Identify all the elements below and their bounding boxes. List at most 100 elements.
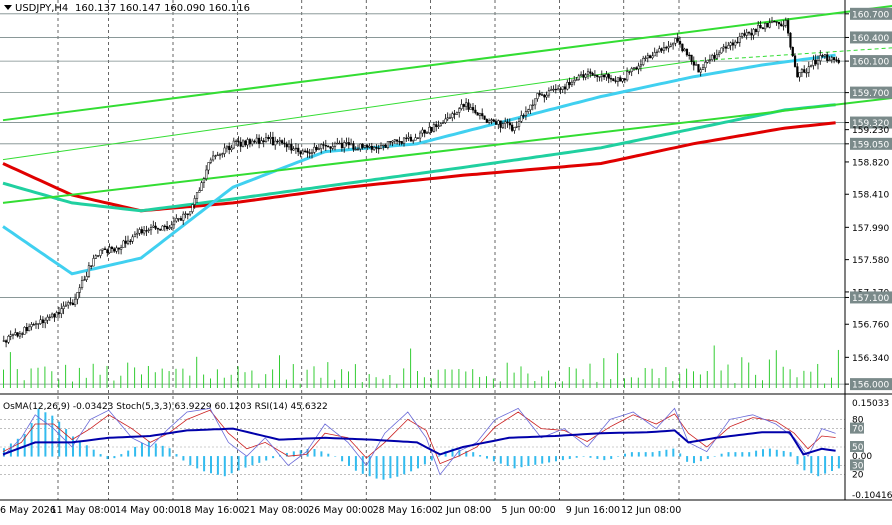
- volume-bar: [265, 374, 267, 388]
- candle-body: [775, 21, 778, 23]
- candle-body: [745, 32, 748, 36]
- candle-body: [536, 93, 539, 100]
- candle-body: [768, 22, 771, 28]
- osma-bar: [548, 456, 551, 463]
- candle-body: [352, 143, 355, 150]
- time-tick-label: 28 May 16:00: [373, 505, 438, 516]
- osma-bar: [210, 456, 212, 474]
- candle-body: [244, 140, 247, 146]
- volume-bar: [589, 363, 591, 388]
- candle-body: [237, 140, 240, 143]
- volume-bar: [141, 374, 142, 388]
- candle-body: [44, 319, 47, 324]
- osma-bar: [444, 451, 447, 457]
- volume-bar: [582, 379, 584, 388]
- candle-body: [621, 78, 624, 82]
- candle-body: [476, 112, 479, 116]
- candle-body: [607, 74, 610, 79]
- candle-body: [517, 121, 521, 127]
- candle-body: [713, 55, 716, 59]
- volume-bar: [437, 369, 439, 388]
- osma-bar: [147, 441, 150, 457]
- time-tick-label: 11 May 08:00: [51, 505, 116, 516]
- candle-body: [736, 41, 739, 44]
- candle-body: [646, 55, 649, 59]
- osma-bar: [30, 423, 33, 457]
- osma-bar: [292, 451, 295, 457]
- volume-bar: [575, 368, 577, 388]
- ema-mid-line: [2, 103, 836, 213]
- candle-body: [46, 316, 49, 321]
- candle-body: [467, 102, 470, 110]
- oscillator-panel: OsMA(12,26,9) -0.03423 Stoch(5,3,3) 63.9…: [0, 399, 892, 501]
- volume-bar: [472, 369, 474, 388]
- candle-body: [428, 127, 431, 133]
- candle-body: [757, 24, 760, 32]
- candle-body: [53, 313, 56, 318]
- volume-bar: [831, 377, 832, 388]
- price-tick-label: 158.410: [852, 191, 889, 201]
- candle-body: [665, 47, 668, 49]
- candle-body: [285, 143, 288, 148]
- candle-body: [223, 147, 226, 154]
- osma-bar: [720, 453, 723, 457]
- candle-body: [635, 67, 638, 70]
- osma-bar: [230, 456, 233, 474]
- candle-body: [566, 82, 569, 90]
- candle-body: [7, 336, 10, 343]
- osma-bar: [824, 456, 827, 474]
- time-tick-label: 2 Jun 08:00: [437, 505, 491, 516]
- candle-body: [435, 124, 438, 128]
- candle-body: [504, 121, 507, 124]
- candle-body: [766, 22, 769, 28]
- candle-body: [274, 140, 277, 146]
- candle-body: [147, 229, 150, 231]
- volume-bar: [824, 383, 826, 388]
- candle-body: [796, 66, 799, 78]
- volume-bar: [679, 373, 681, 388]
- price-label-box: [850, 378, 892, 391]
- osma-bar: [223, 456, 226, 477]
- osma-bar: [51, 415, 54, 457]
- candle-body: [48, 316, 51, 318]
- osma-bar: [265, 456, 268, 461]
- candle-body: [202, 178, 206, 183]
- candle-body: [759, 24, 762, 28]
- candle-body: [368, 145, 371, 148]
- volume-bar: [3, 369, 4, 388]
- osma-bar: [789, 452, 792, 457]
- volume-bar: [16, 369, 18, 388]
- price-tick-label: 160.400: [852, 34, 889, 44]
- candle-body: [651, 55, 654, 59]
- volume-bar: [396, 383, 398, 388]
- volume-bar: [630, 377, 632, 388]
- candle-body: [331, 146, 334, 149]
- osma-bar: [72, 436, 74, 457]
- candle-body: [658, 48, 661, 53]
- volume-bar: [430, 378, 432, 388]
- symbol-label: USDJPY,H4: [15, 3, 68, 14]
- osma-bar: [154, 443, 157, 457]
- candle-body: [92, 258, 95, 267]
- dropdown-triangle-icon[interactable]: [4, 5, 12, 10]
- candle-body: [722, 46, 725, 49]
- candle-body: [106, 249, 109, 254]
- candle-body: [458, 108, 461, 113]
- candle-body: [711, 55, 714, 60]
- candle-body: [699, 69, 702, 73]
- volume-bar: [51, 371, 53, 388]
- candle-body: [55, 312, 58, 318]
- candle-body: [140, 229, 143, 234]
- volume-bar: [382, 378, 384, 388]
- indicator-label: OsMA(12,26,9) -0.03423 Stoch(5,3,3) 63.9…: [3, 402, 328, 412]
- candle-body: [186, 213, 189, 215]
- osma-bar: [106, 456, 109, 460]
- candle-body: [598, 76, 601, 78]
- osma-bar: [513, 456, 516, 469]
- candle-body: [678, 41, 682, 45]
- candle-body: [225, 145, 229, 149]
- candle-body: [743, 33, 746, 36]
- candle-body: [591, 73, 594, 76]
